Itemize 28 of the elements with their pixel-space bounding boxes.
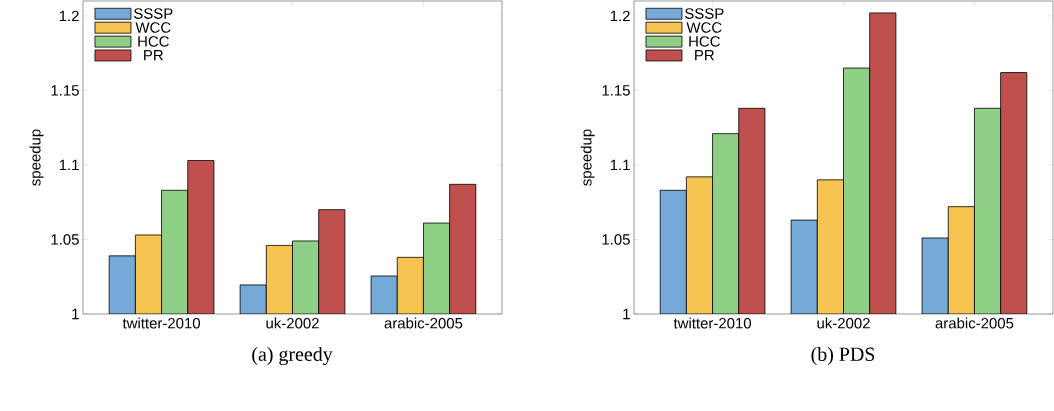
y-tick-label: 1.2 <box>610 10 630 22</box>
legend-label: SSSP <box>685 8 724 19</box>
legend-label: HCC <box>138 36 169 47</box>
legend-label: WCC <box>135 22 171 33</box>
y-tick-label: 1.1 <box>59 159 79 171</box>
x-tick-label: twitter-2010 <box>673 317 752 329</box>
legend-label: SSSP <box>134 8 173 19</box>
legend-label: WCC <box>686 22 722 33</box>
y-tick-label: 1 <box>623 308 630 320</box>
y-axis-title: speedup <box>29 129 44 186</box>
y-tick-label: 1.15 <box>51 85 79 96</box>
text: (a) greedy <box>252 346 333 366</box>
y-tick-label: 1.1 <box>610 159 630 171</box>
x-tick-label: twitter-2010 <box>122 317 200 329</box>
legend-label: PR <box>144 50 163 61</box>
x-tick-label: arabic-2005 <box>935 317 1014 329</box>
y-tick-label: 1.05 <box>602 234 630 245</box>
y-tick-label: 1.05 <box>51 234 79 245</box>
y-tick-label: 1.15 <box>602 85 630 96</box>
text: (b) PDS <box>811 346 875 366</box>
y-axis-title: speedup <box>580 129 595 186</box>
legend-label: HCC <box>689 36 720 47</box>
x-tick-label: uk-2002 <box>266 317 319 329</box>
y-tick-label: 1.2 <box>59 10 79 22</box>
x-tick-label: uk-2002 <box>817 317 870 329</box>
legend-label: PR <box>695 50 714 61</box>
x-tick-label: arabic-2005 <box>384 317 463 329</box>
y-tick-label: 1 <box>72 308 79 320</box>
